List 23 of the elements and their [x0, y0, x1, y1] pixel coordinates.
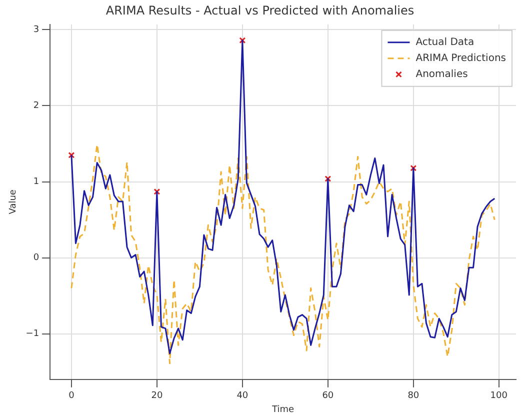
y-tick-label: 3 — [33, 25, 40, 36]
legend-label: ARIMA Predictions — [416, 52, 506, 64]
y-axis-title: Value — [8, 189, 19, 214]
y-tick-label: 2 — [33, 101, 40, 112]
line-series — [70, 144, 496, 364]
x-tick-label: 80 — [408, 391, 420, 402]
y-tick-label: 1 — [33, 177, 40, 188]
point — [154, 188, 160, 195]
x-tick-label: 0 — [68, 391, 75, 402]
legend-label: Actual Data — [416, 36, 474, 48]
point — [239, 37, 246, 44]
x-tick-label: 40 — [236, 391, 248, 402]
point — [324, 175, 332, 182]
y-tick-label: −1 — [26, 329, 40, 340]
chart-title: ARIMA Results - Actual vs Predicted with Anomalies — [106, 3, 414, 18]
x-tick-label: 20 — [151, 391, 163, 402]
x-tick-label: 60 — [322, 391, 334, 402]
point — [68, 152, 75, 158]
legend-label: Anomalies — [416, 68, 468, 80]
point — [410, 164, 417, 172]
x-tick-label: 100 — [490, 391, 508, 402]
y-tick-label: 0 — [33, 253, 40, 264]
x-axis-title: Time — [271, 404, 295, 415]
